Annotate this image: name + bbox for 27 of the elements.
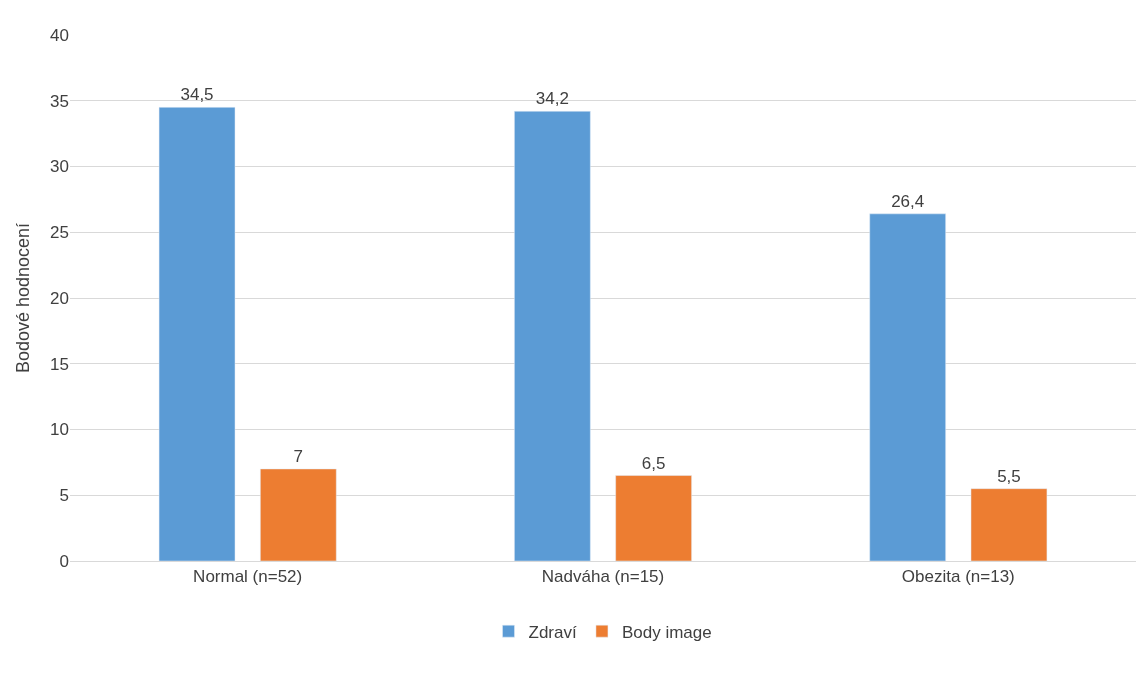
data-label: 34,2 <box>535 89 569 109</box>
data-label: 26,4 <box>891 191 925 211</box>
data-label: 34,5 <box>180 85 214 105</box>
bar <box>869 213 946 561</box>
y-tick-label: 0 <box>59 551 69 571</box>
x-tick-label: Normal (n=52) <box>193 567 303 587</box>
data-label: 5,5 <box>997 466 1021 486</box>
bar <box>260 468 337 561</box>
y-tick-label: 5 <box>59 486 69 506</box>
bar <box>970 488 1048 561</box>
y-tick-label: 20 <box>50 288 69 308</box>
y-tick-label: 15 <box>50 354 69 374</box>
y-tick-label: 35 <box>50 91 69 111</box>
y-axis-title: Bodové hodnocení <box>13 222 34 374</box>
y-tick-label: 30 <box>50 157 69 177</box>
data-label: 6,5 <box>641 453 666 473</box>
bar <box>158 107 236 561</box>
bar <box>514 111 591 561</box>
legend-label: Body image <box>621 622 712 642</box>
bar <box>615 475 692 561</box>
data-label: 7 <box>293 446 304 466</box>
x-tick-label: Obezita (n=13) <box>901 567 1015 587</box>
legend-label: Zdraví <box>528 622 577 642</box>
y-tick-label: 10 <box>50 420 69 440</box>
x-tick-label: Nadváha (n=15) <box>541 567 665 587</box>
y-tick-label: 40 <box>50 25 69 45</box>
y-tick-label: 25 <box>50 223 69 243</box>
